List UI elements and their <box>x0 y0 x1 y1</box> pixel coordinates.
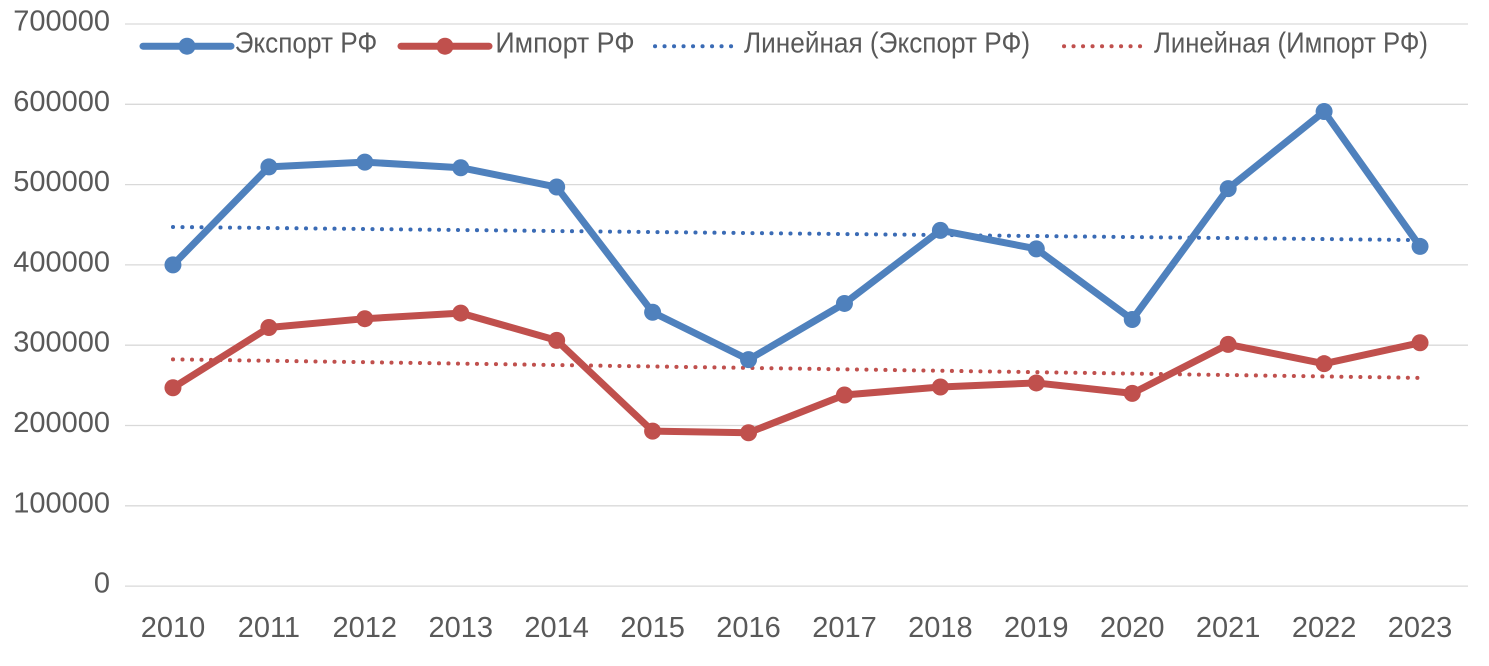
svg-text:200000: 200000 <box>13 407 110 439</box>
svg-text:700000: 700000 <box>13 6 110 38</box>
svg-text:Линейная (Импорт РФ): Линейная (Импорт РФ) <box>1154 28 1428 60</box>
svg-text:Импорт РФ: Импорт РФ <box>495 28 634 60</box>
svg-text:2016: 2016 <box>716 612 781 644</box>
svg-text:500000: 500000 <box>13 166 110 198</box>
svg-text:600000: 600000 <box>13 86 110 118</box>
svg-text:2015: 2015 <box>620 612 685 644</box>
svg-text:100000: 100000 <box>13 487 110 519</box>
svg-text:0: 0 <box>94 568 110 600</box>
svg-text:2017: 2017 <box>812 612 877 644</box>
svg-text:2021: 2021 <box>1196 612 1261 644</box>
svg-text:Экспорт РФ: Экспорт РФ <box>235 28 378 60</box>
svg-text:2019: 2019 <box>1004 612 1069 644</box>
svg-text:2014: 2014 <box>524 612 589 644</box>
svg-text:2022: 2022 <box>1292 612 1357 644</box>
svg-text:2011: 2011 <box>238 612 300 644</box>
svg-text:2010: 2010 <box>141 612 206 644</box>
svg-text:Линейная (Экспорт РФ): Линейная (Экспорт РФ) <box>744 28 1030 60</box>
svg-text:2012: 2012 <box>333 612 398 644</box>
svg-text:400000: 400000 <box>13 246 110 278</box>
svg-text:300000: 300000 <box>13 327 110 359</box>
svg-text:2020: 2020 <box>1100 612 1165 644</box>
svg-text:2023: 2023 <box>1388 612 1453 644</box>
svg-text:2013: 2013 <box>428 612 493 644</box>
svg-text:2018: 2018 <box>908 612 973 644</box>
